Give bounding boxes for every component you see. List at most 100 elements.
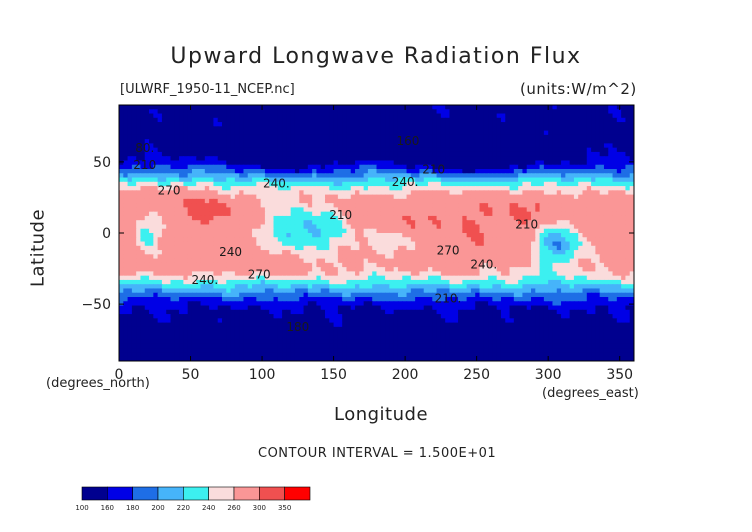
heatmap-cell [578, 130, 584, 136]
heatmap-cell [621, 275, 627, 281]
heatmap-cell [355, 143, 360, 149]
heatmap-cell [196, 186, 202, 191]
heatmap-cell [316, 190, 322, 196]
heatmap-cell [466, 262, 472, 268]
heatmap-cell [376, 198, 382, 204]
heatmap-cell [372, 215, 378, 221]
heatmap-cell [440, 190, 446, 196]
heatmap-cell [436, 143, 442, 149]
heatmap-cell [492, 151, 498, 157]
heatmap-cell [561, 139, 566, 144]
heatmap-cell [179, 228, 184, 234]
heatmap-cell [256, 279, 262, 285]
heatmap-cell [226, 105, 232, 110]
heatmap-cell [243, 207, 249, 213]
heatmap-cell [363, 233, 369, 238]
heatmap-cell [548, 275, 554, 281]
heatmap-cell [187, 262, 193, 268]
heatmap-cell [329, 130, 335, 136]
heatmap-cell [136, 126, 142, 132]
heatmap-cell [269, 105, 275, 110]
heatmap-cell [423, 194, 429, 200]
heatmap-cell [496, 250, 502, 255]
heatmap-cell [222, 220, 227, 226]
heatmap-cell [209, 160, 215, 166]
heatmap-cell [402, 245, 408, 251]
heatmap-cell [166, 147, 172, 153]
heatmap-cell [625, 262, 631, 268]
heatmap-cell [200, 271, 206, 277]
heatmap-cell [264, 173, 270, 179]
heatmap-cell [376, 156, 382, 162]
heatmap-cell [226, 190, 232, 196]
heatmap-cell [329, 198, 335, 204]
heatmap-cell [320, 186, 326, 191]
heatmap-cell [380, 220, 386, 226]
heatmap-cell [222, 228, 227, 234]
heatmap-cell [213, 207, 219, 213]
heatmap-cell [260, 233, 266, 238]
heatmap-cell [561, 237, 566, 243]
heatmap-cell [333, 113, 339, 119]
heatmap-cell [595, 262, 601, 268]
heatmap-cell [423, 122, 429, 127]
heatmap-cell [243, 156, 249, 162]
heatmap-cell [389, 233, 395, 238]
heatmap-cell [119, 211, 124, 217]
heatmap-cell [500, 254, 506, 260]
heatmap-cell [260, 147, 266, 153]
heatmap-cell [346, 139, 352, 144]
heatmap-cell [187, 237, 193, 243]
heatmap-cell [488, 241, 493, 247]
heatmap-cell [526, 267, 532, 272]
heatmap-cell [196, 169, 202, 174]
heatmap-cell [209, 262, 215, 268]
heatmap-cell [393, 134, 399, 140]
heatmap-cell [204, 109, 210, 115]
heatmap-cell [569, 245, 575, 251]
heatmap-cell [372, 258, 378, 264]
heatmap-cell [410, 186, 416, 191]
heatmap-cell [359, 190, 365, 196]
heatmap-cell [582, 169, 588, 174]
heatmap-cell [174, 164, 180, 170]
heatmap-cell [500, 190, 506, 196]
heatmap-cell [466, 151, 472, 157]
heatmap-cell [367, 211, 373, 217]
heatmap-cell [286, 160, 292, 166]
heatmap-cell [217, 186, 223, 191]
heatmap-cell [449, 173, 455, 179]
heatmap-cell [123, 267, 129, 272]
heatmap-cell [423, 254, 429, 260]
heatmap-cell [483, 237, 489, 243]
heatmap-cell [149, 169, 154, 174]
heatmap-cell [119, 190, 124, 196]
heatmap-cell [230, 164, 236, 170]
heatmap-cell [500, 215, 506, 221]
heatmap-cell [123, 228, 129, 234]
heatmap-cell [131, 105, 137, 110]
heatmap-cell [466, 105, 472, 110]
heatmap-cell [222, 139, 227, 144]
heatmap-cell [595, 126, 601, 132]
heatmap-cell [380, 194, 386, 200]
heatmap-cell [247, 194, 253, 200]
heatmap-cell [415, 241, 421, 247]
heatmap-cell [277, 164, 283, 170]
heatmap-cell [273, 245, 279, 251]
heatmap-cell [458, 271, 463, 277]
heatmap-cell [569, 267, 575, 272]
heatmap-cell [419, 139, 425, 144]
heatmap-cell [294, 160, 300, 166]
heatmap-cell [586, 220, 592, 226]
heatmap-cell [488, 267, 493, 272]
heatmap-cell [466, 156, 472, 162]
heatmap-cell [264, 220, 270, 226]
heatmap-cell [599, 262, 605, 268]
heatmap-cell [608, 122, 614, 127]
heatmap-cell [260, 267, 266, 272]
heatmap-cell [325, 177, 330, 183]
heatmap-cell [573, 275, 579, 281]
heatmap-cell [144, 279, 150, 285]
heatmap-cell [380, 186, 386, 191]
